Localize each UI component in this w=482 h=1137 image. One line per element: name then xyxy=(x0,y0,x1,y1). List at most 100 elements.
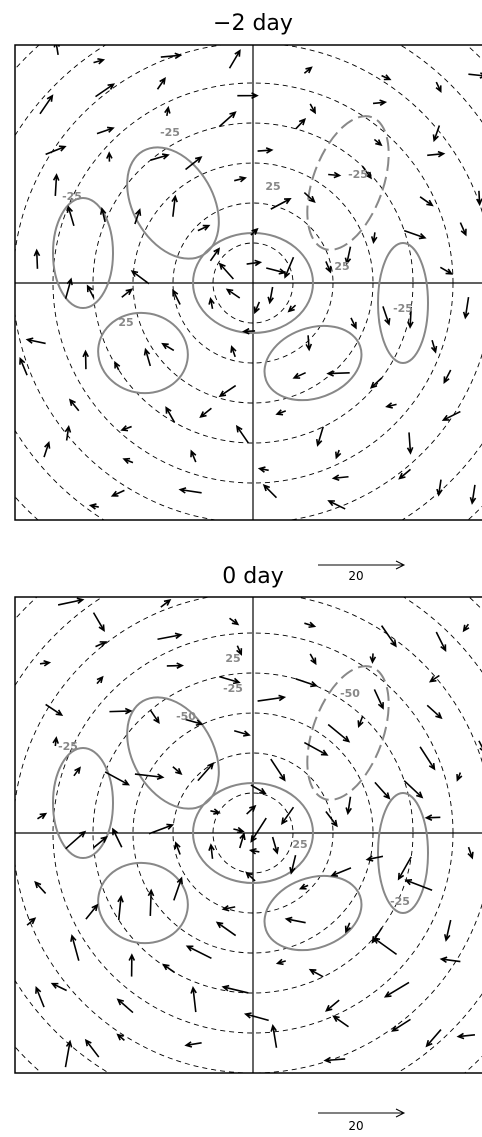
wind-vector xyxy=(237,93,257,98)
wind-vector xyxy=(223,906,235,911)
wind-vector xyxy=(113,829,122,847)
wind-vector xyxy=(247,806,255,814)
wind-vector xyxy=(400,469,411,478)
wind-vector xyxy=(91,504,99,509)
wind-vector xyxy=(124,459,133,464)
wind-vector xyxy=(374,689,383,708)
wind-vector xyxy=(441,957,460,962)
wind-vector xyxy=(385,982,409,996)
wind-vector xyxy=(217,923,235,936)
wind-vector xyxy=(383,306,390,324)
wind-vector xyxy=(271,199,290,209)
wind-vector xyxy=(382,626,396,646)
wind-vector xyxy=(46,146,65,154)
wind-vector xyxy=(260,467,269,472)
contour xyxy=(92,856,195,950)
wind-vector xyxy=(175,843,180,855)
wind-vector xyxy=(149,824,172,833)
wind-vector xyxy=(191,988,196,1012)
wind-vector xyxy=(234,177,245,182)
wind-vector xyxy=(457,773,462,780)
wind-vector xyxy=(70,400,79,411)
wind-vector xyxy=(477,191,482,204)
wind-vector xyxy=(427,152,443,157)
wind-vector xyxy=(431,340,436,352)
wind-vector xyxy=(374,139,381,145)
wind-vector xyxy=(145,350,151,366)
wind-vector xyxy=(458,1033,475,1038)
wind-vector xyxy=(372,232,377,242)
wind-vector xyxy=(436,82,441,91)
wind-vector xyxy=(258,148,272,153)
wind-vector xyxy=(310,970,323,977)
contour xyxy=(291,655,405,810)
wind-vector xyxy=(237,426,248,443)
contour-label: -25 xyxy=(348,168,368,181)
wind-vector xyxy=(230,51,240,69)
wind-vector xyxy=(157,79,164,90)
wind-vector xyxy=(223,986,248,993)
wind-vector xyxy=(427,1030,441,1046)
wind-vector xyxy=(436,632,445,650)
wind-vector xyxy=(122,426,132,431)
wind-vector xyxy=(180,488,201,493)
wind-vector xyxy=(109,709,130,714)
wind-vector xyxy=(464,297,469,317)
contour xyxy=(254,313,372,413)
wind-vector xyxy=(233,827,242,832)
wind-vector xyxy=(332,868,351,876)
wind-vector xyxy=(209,299,214,309)
wind-vector xyxy=(258,695,285,701)
wind-vector xyxy=(191,451,196,462)
wind-vector xyxy=(251,849,260,854)
wind-vector xyxy=(65,1042,71,1068)
contour-label: -25 xyxy=(62,190,82,203)
wind-vector xyxy=(150,154,168,160)
wind-vector xyxy=(167,663,182,668)
wind-vector xyxy=(264,485,276,497)
wind-vector xyxy=(198,226,209,231)
wind-vector xyxy=(346,797,351,814)
wind-vector xyxy=(277,410,286,415)
wind-vector xyxy=(468,847,473,858)
panel-title: −2 day xyxy=(213,11,293,36)
wind-vector xyxy=(433,126,439,141)
wind-vector xyxy=(426,815,440,820)
wind-vector xyxy=(230,618,238,624)
latitude-circle xyxy=(0,513,482,1137)
wind-vector xyxy=(334,475,349,480)
wind-vector xyxy=(164,965,175,973)
wind-vector xyxy=(443,412,460,420)
wind-vector xyxy=(286,917,305,922)
wind-vector xyxy=(132,271,149,284)
wind-vector xyxy=(240,834,245,848)
wind-vector xyxy=(440,267,451,274)
wind-vector xyxy=(367,856,383,861)
wind-vector xyxy=(209,845,214,859)
wind-vector xyxy=(35,882,45,893)
wind-vector xyxy=(336,450,341,458)
contour-label: -50 xyxy=(176,710,196,723)
wind-vector xyxy=(74,768,80,776)
wind-vector xyxy=(220,386,236,397)
wind-vector xyxy=(86,1040,99,1057)
wind-vector xyxy=(105,772,128,785)
wind-vector xyxy=(271,759,285,780)
wind-vector xyxy=(94,59,104,64)
wind-vector xyxy=(371,378,382,388)
wind-vector xyxy=(118,1000,133,1013)
wind-vector xyxy=(387,403,397,408)
wind-vector xyxy=(304,68,311,74)
wind-vector xyxy=(273,837,279,853)
wind-vector xyxy=(301,884,309,889)
wind-vector xyxy=(427,705,441,718)
wind-vector xyxy=(220,264,233,279)
wind-vector xyxy=(135,774,163,779)
wind-vector xyxy=(112,490,124,496)
wind-vector xyxy=(404,231,425,239)
wind-vector xyxy=(420,747,434,769)
contour-label: 25 xyxy=(225,652,240,665)
panel-frame xyxy=(15,597,482,1073)
wind-vector xyxy=(174,878,182,900)
reference-arrow xyxy=(318,561,404,1117)
